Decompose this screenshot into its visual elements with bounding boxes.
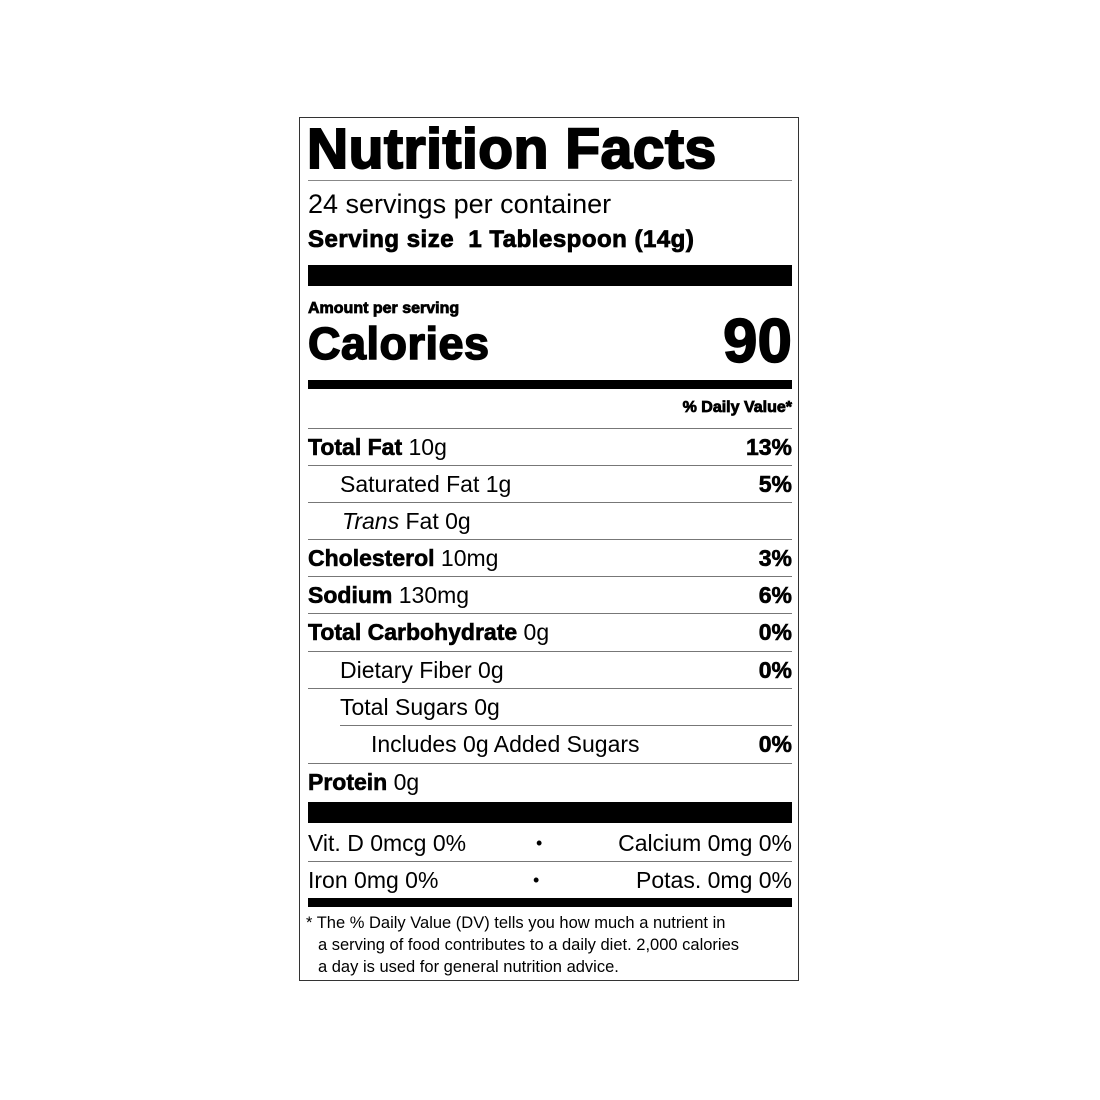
vitamin-left: Vit. D 0mcg 0% xyxy=(308,830,467,856)
thick-bar xyxy=(308,265,792,286)
medium-bar xyxy=(308,898,792,907)
divider xyxy=(308,502,792,503)
nutrient-row-total-fat: Total Fat 10g 13% xyxy=(308,429,793,466)
nutrient-row-total-sugars: Total Sugars 0g xyxy=(308,689,792,726)
label-title: Nutrition Facts xyxy=(306,116,717,182)
vitamin-row: Iron 0mg 0% • Potas. 0mg 0% xyxy=(308,862,792,899)
nutrition-facts-label: Nutrition Facts 24 servings per containe… xyxy=(299,116,799,981)
nutrient-dv: 0% xyxy=(758,731,792,758)
vitamin-right: Potas. 0mg 0% xyxy=(636,867,792,893)
nutrient-dv: 0% xyxy=(758,657,792,684)
nutrient-name: Fat xyxy=(405,508,439,534)
nutrient-amount: 0g xyxy=(523,619,550,645)
nutrient-row-dietary-fiber: Dietary Fiber 0g 0% xyxy=(308,652,792,689)
nutrient-dv: 3% xyxy=(758,545,792,572)
serving-size-value: 1 Tablespoon (14g) xyxy=(468,226,695,254)
nutrient-amount: 10mg xyxy=(440,545,499,571)
nutrient-amount: 0g xyxy=(445,508,471,534)
nutrient-name: Total Sugars xyxy=(340,694,468,720)
bullet-separator: • xyxy=(533,870,540,890)
divider xyxy=(340,725,792,726)
nutrient-dv: 6% xyxy=(758,582,792,609)
footnote: * The % Daily Value (DV) tells you how m… xyxy=(306,912,792,978)
nutrient-row-sodium: Sodium 130mg 6% xyxy=(308,577,793,614)
nutrient-name: Total Fat xyxy=(308,434,403,461)
nutrient-name: Protein xyxy=(308,769,388,796)
serving-size: Serving size 1 Tablespoon (14g) xyxy=(308,226,695,254)
nutrient-amount: 0g xyxy=(478,657,504,683)
divider xyxy=(308,180,792,181)
nutrient-name: Total Carbohydrate xyxy=(308,619,518,646)
nutrient-name: Includes 0g Added Sugars xyxy=(371,731,640,757)
nutrient-row-total-carbohydrate: Total Carbohydrate 0g 0% xyxy=(308,614,793,651)
bullet-separator: • xyxy=(536,833,543,853)
divider xyxy=(308,576,792,577)
serving-size-label: Serving size xyxy=(308,226,455,254)
divider xyxy=(308,613,792,614)
vitamin-row: Vit. D 0mcg 0% • Calcium 0mg 0% xyxy=(308,825,792,862)
nutrient-amount: 1g xyxy=(485,471,512,497)
divider xyxy=(308,651,792,652)
nutrient-amount: 0g xyxy=(393,769,420,795)
nutrient-dv: 13% xyxy=(745,434,793,461)
calories-label: Calories xyxy=(307,317,490,370)
nutrient-row-saturated-fat: Saturated Fat 1g 5% xyxy=(308,466,792,503)
footnote-line: a day is used for general nutrition advi… xyxy=(318,958,619,976)
nutrient-row-trans-fat: Trans Fat 0g xyxy=(308,503,792,540)
nutrient-row-added-sugars: Includes 0g Added Sugars 0% xyxy=(308,726,792,763)
nutrient-amount: 10g xyxy=(408,434,447,460)
nutrient-dv: 0% xyxy=(758,619,792,646)
nutrient-name: Cholesterol xyxy=(308,545,435,572)
medium-bar xyxy=(308,380,792,389)
footnote-line: a serving of food contributes to a daily… xyxy=(318,936,739,954)
nutrient-dv: 5% xyxy=(758,471,792,498)
vitamin-right: Calcium 0mg 0% xyxy=(618,830,792,856)
divider xyxy=(308,539,792,540)
divider xyxy=(308,465,792,466)
nutrient-amount: 0g xyxy=(474,694,500,720)
footnote-line: * The % Daily Value (DV) tells you how m… xyxy=(306,914,726,932)
thick-bar xyxy=(308,802,792,823)
nutrient-name: Saturated Fat xyxy=(340,471,480,497)
vitamin-left: Iron 0mg 0% xyxy=(308,867,439,893)
nutrient-name: Dietary Fiber xyxy=(340,657,472,683)
nutrient-amount: 130mg xyxy=(398,582,470,608)
divider xyxy=(308,688,792,689)
nutrient-row-protein: Protein 0g xyxy=(308,764,792,801)
daily-value-header: % Daily Value* xyxy=(682,399,792,417)
divider xyxy=(308,861,792,862)
divider xyxy=(308,763,792,764)
calories-value: 90 xyxy=(722,306,792,377)
nutrient-name: Sodium xyxy=(308,582,393,609)
divider xyxy=(308,428,792,429)
servings-per-container: 24 servings per container xyxy=(308,189,612,219)
nutrient-name-italic: Trans xyxy=(342,508,400,534)
nutrient-row-cholesterol: Cholesterol 10mg 3% xyxy=(308,540,793,577)
amount-per-serving: Amount per serving xyxy=(308,300,460,318)
